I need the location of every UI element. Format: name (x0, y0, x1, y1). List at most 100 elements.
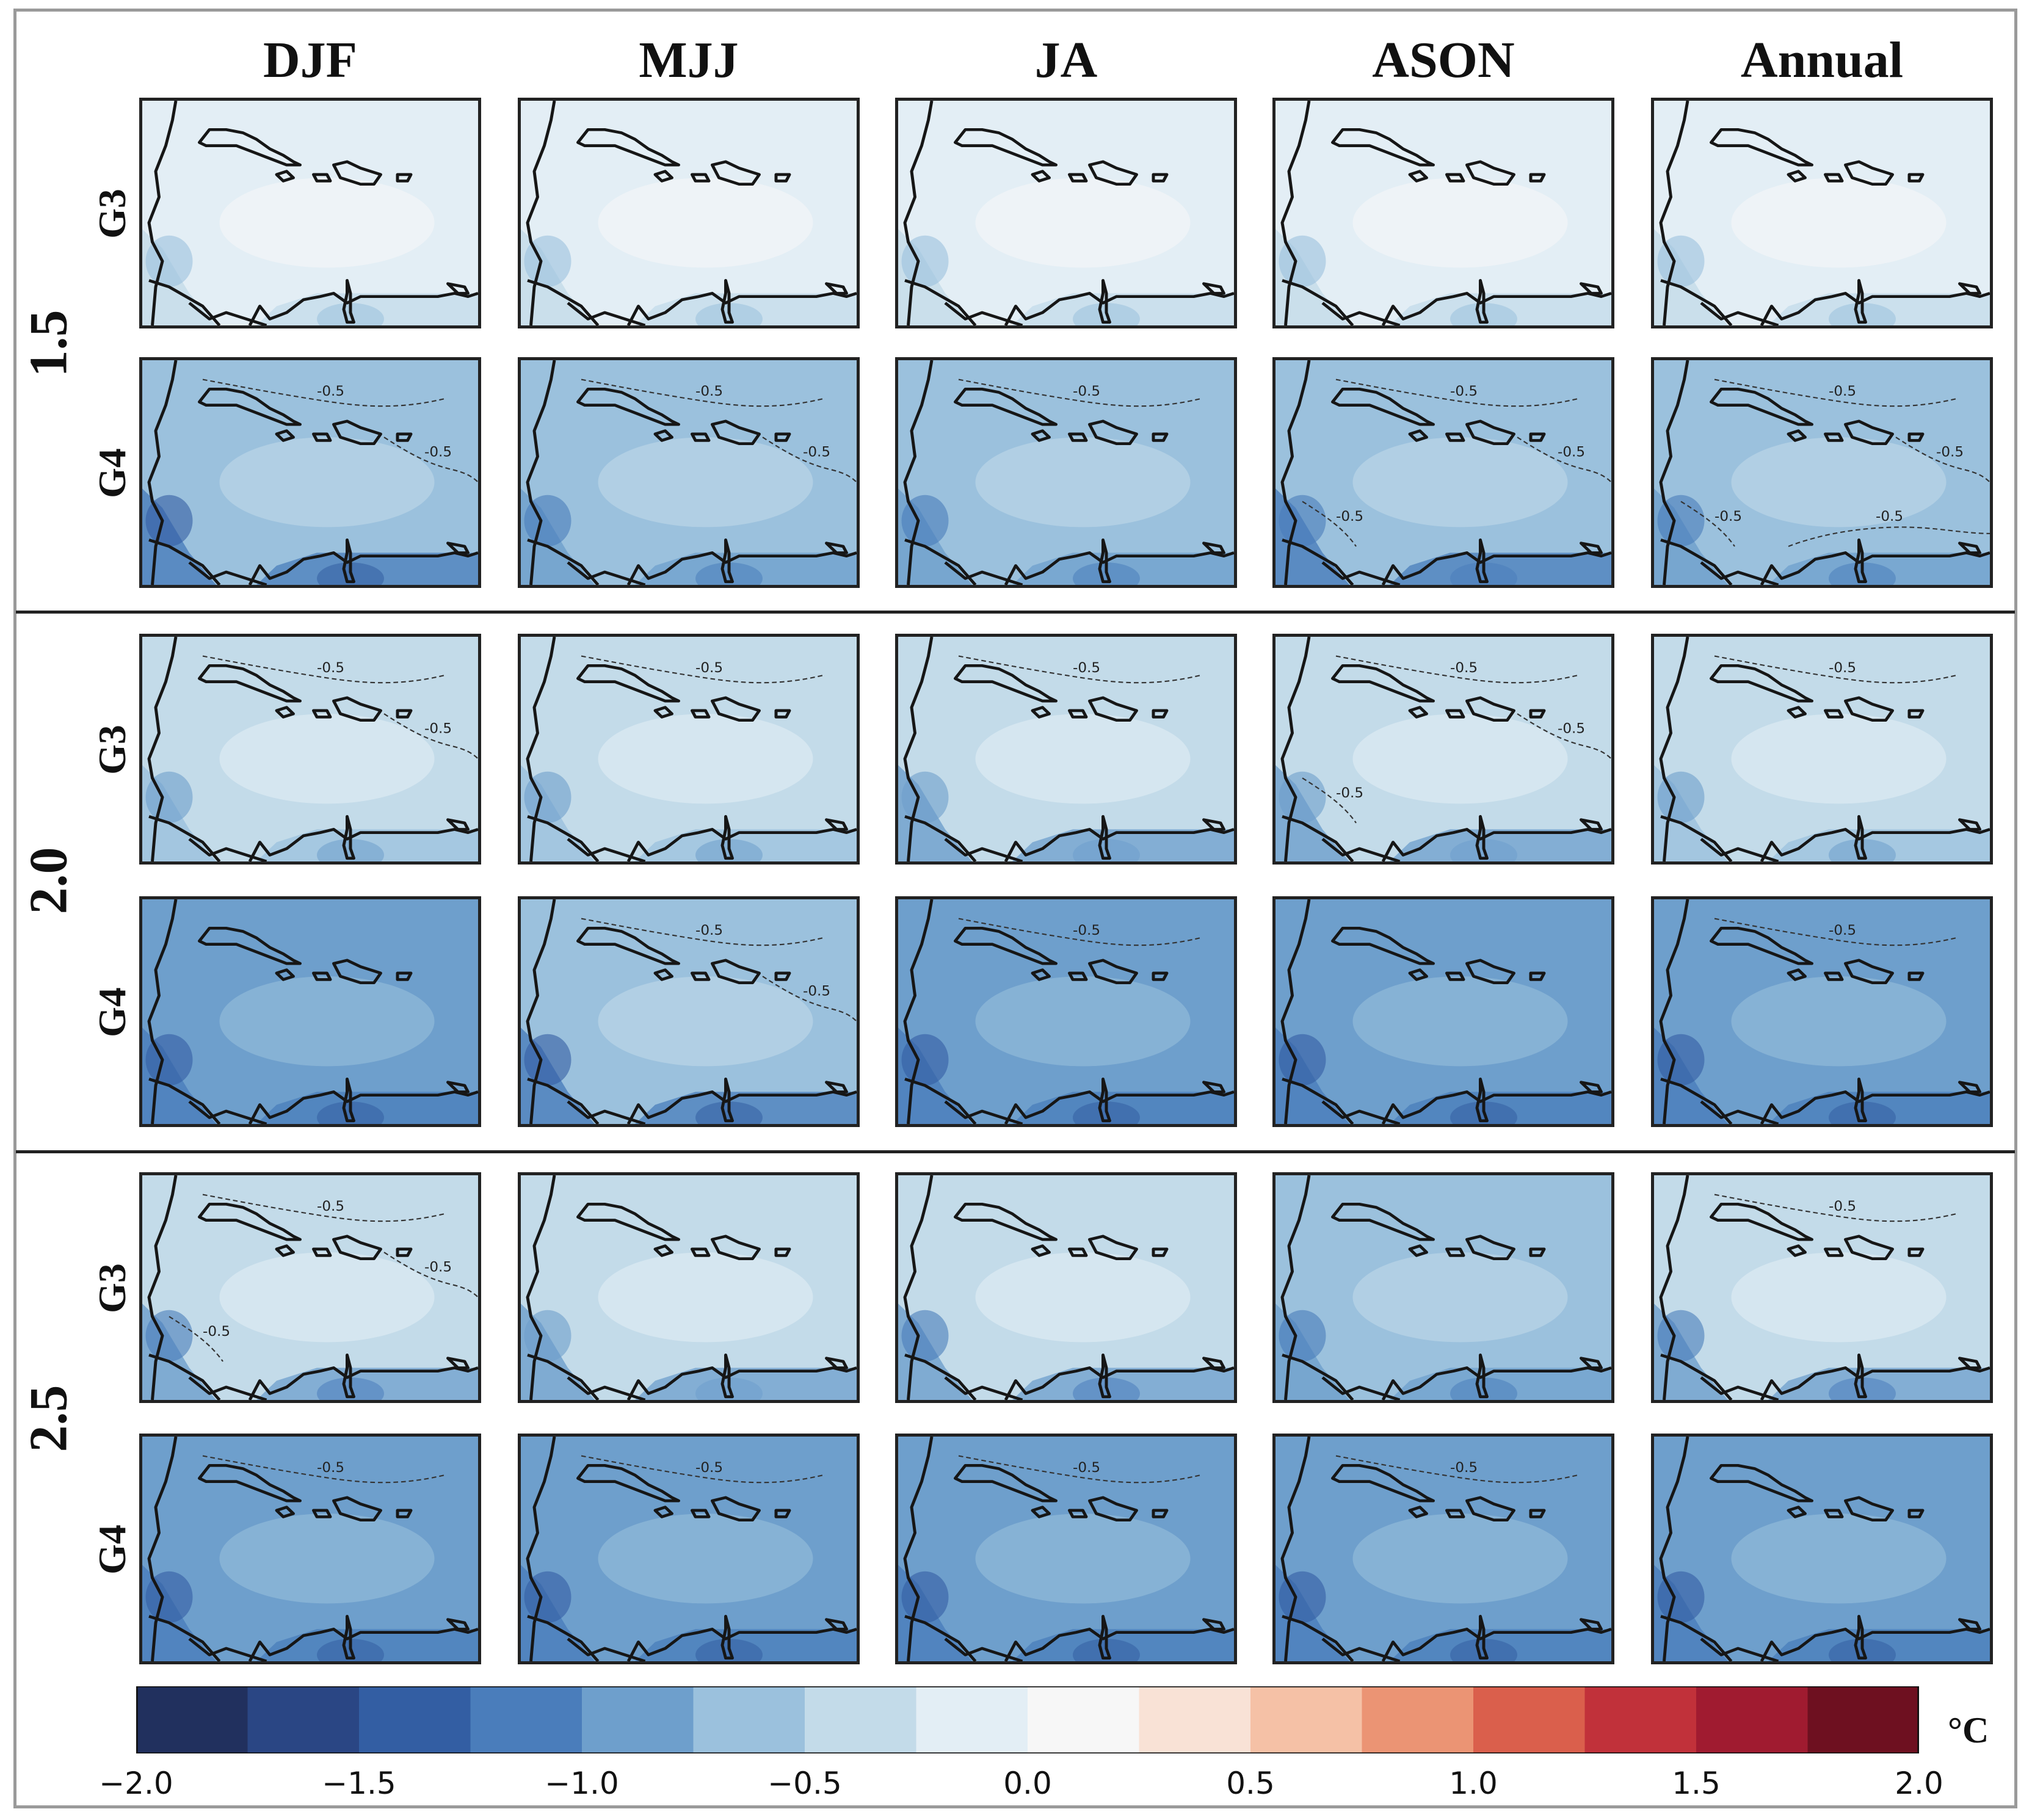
row-label-g4: G4 (90, 448, 134, 498)
map-panel-2-5-g3-mjj (518, 1172, 860, 1403)
column-header-djf: DJF (263, 32, 357, 89)
coastline (275, 170, 295, 183)
coastline (342, 1615, 355, 1660)
coastline (1152, 173, 1169, 183)
coastline (576, 1202, 680, 1241)
coastline (312, 1247, 332, 1257)
coastline (1787, 706, 1807, 719)
map-panel-2-5-g3-ason (1272, 1172, 1614, 1403)
coastline (148, 538, 221, 585)
coastline (342, 1354, 355, 1399)
contour-label: -0.5 (1876, 509, 1903, 524)
coastline (1580, 1618, 1603, 1631)
coastline (148, 815, 221, 861)
coastline (1465, 696, 1515, 722)
coastline (198, 664, 302, 703)
map-panel-2-0-g3-annual: -0.5 (1651, 634, 1993, 865)
map-svg: -0.5 -0.5 (521, 360, 857, 585)
colorbar-swatch (916, 1686, 1030, 1753)
coastline (1907, 709, 1925, 719)
contour-label: -0.5 (1558, 721, 1585, 736)
colorbar-swatch (1696, 1686, 1810, 1753)
coastline (1381, 292, 1611, 325)
sea-shading (975, 976, 1191, 1067)
contour-line (1302, 501, 1357, 547)
map-svg: -0.5 (521, 1437, 857, 1661)
coastline (1580, 1357, 1603, 1369)
coastline (904, 815, 977, 861)
coastline (1529, 1247, 1546, 1257)
coastline (954, 926, 1058, 965)
coastline (396, 432, 413, 442)
coastline (1068, 1247, 1088, 1257)
coastline (275, 429, 295, 442)
contour-line (1302, 777, 1357, 824)
coastline (1031, 706, 1051, 719)
coastline (248, 551, 478, 585)
contour-label: -0.5 (1829, 660, 1856, 675)
coastline (1529, 971, 1546, 981)
coastline (1475, 1078, 1489, 1123)
colorbar-swatch (693, 1686, 807, 1753)
coastline (1408, 429, 1428, 442)
coastline (1381, 551, 1611, 585)
map-panel-1-5-g4-ason: -0.5 -0.5 -0.5 (1272, 357, 1614, 588)
coastline (1787, 1506, 1807, 1518)
coastline (1445, 1247, 1465, 1257)
coastline (1031, 968, 1051, 981)
colorbar-swatch (1473, 1686, 1588, 1753)
coastline (691, 1247, 711, 1257)
contour-line (383, 1252, 478, 1298)
map-panel-1-5-g3-ason (1272, 98, 1614, 328)
group-separator (16, 1150, 2015, 1153)
contour-label: -0.5 (317, 660, 344, 675)
coastline (1760, 292, 1990, 325)
coastline (576, 926, 680, 965)
contour-label: -0.5 (1073, 1460, 1100, 1475)
coastline (446, 282, 470, 295)
coastline (1088, 959, 1138, 985)
map-panel-1-5-g4-mjj: -0.5 -0.5 (518, 357, 860, 588)
coastline (711, 959, 761, 985)
figure-frame (13, 9, 2017, 1808)
coastline (1529, 709, 1546, 719)
column-header-ja: JA (1034, 32, 1098, 89)
coastline (691, 432, 711, 442)
map-panel-2-0-g4-djf (139, 896, 481, 1127)
coastline (1824, 1247, 1844, 1257)
coastline (1580, 818, 1603, 831)
coastline (248, 1090, 478, 1124)
coastline (1098, 815, 1111, 860)
colorbar-swatch (359, 1686, 473, 1753)
colorbar-tick-label: −0.5 (767, 1766, 842, 1801)
contour-label: -0.5 (424, 1260, 452, 1275)
coastline (342, 279, 355, 324)
coastline (312, 971, 332, 981)
coastline (312, 709, 332, 719)
contour-line (1714, 379, 1957, 407)
column-header-annual: Annual (1740, 32, 1904, 89)
coastline (1068, 432, 1088, 442)
coastline (148, 1615, 221, 1661)
coastline (1580, 542, 1603, 554)
coastline (1098, 1354, 1111, 1399)
coastline (1152, 709, 1169, 719)
contour-label: -0.5 (1336, 509, 1363, 524)
sea-shading (219, 1252, 435, 1343)
colorbar-tick-label: −2.0 (99, 1766, 173, 1801)
coastline (626, 1366, 857, 1400)
contour-line (958, 655, 1201, 684)
coastline (653, 968, 673, 981)
column-header-ason: ASON (1372, 32, 1515, 89)
contour-label: -0.5 (1829, 1198, 1856, 1214)
contour-line (1895, 437, 1990, 483)
sea-shading (598, 1514, 813, 1604)
sea-shading (598, 714, 813, 804)
coastline (526, 637, 556, 861)
map-panel-1-5-g3-ja (895, 98, 1237, 328)
colorbar-tick-label: 0.5 (1226, 1766, 1275, 1801)
coastline (1004, 292, 1234, 325)
map-svg: -0.5 (521, 637, 857, 861)
coastline (332, 696, 382, 722)
coastline (1408, 706, 1428, 719)
